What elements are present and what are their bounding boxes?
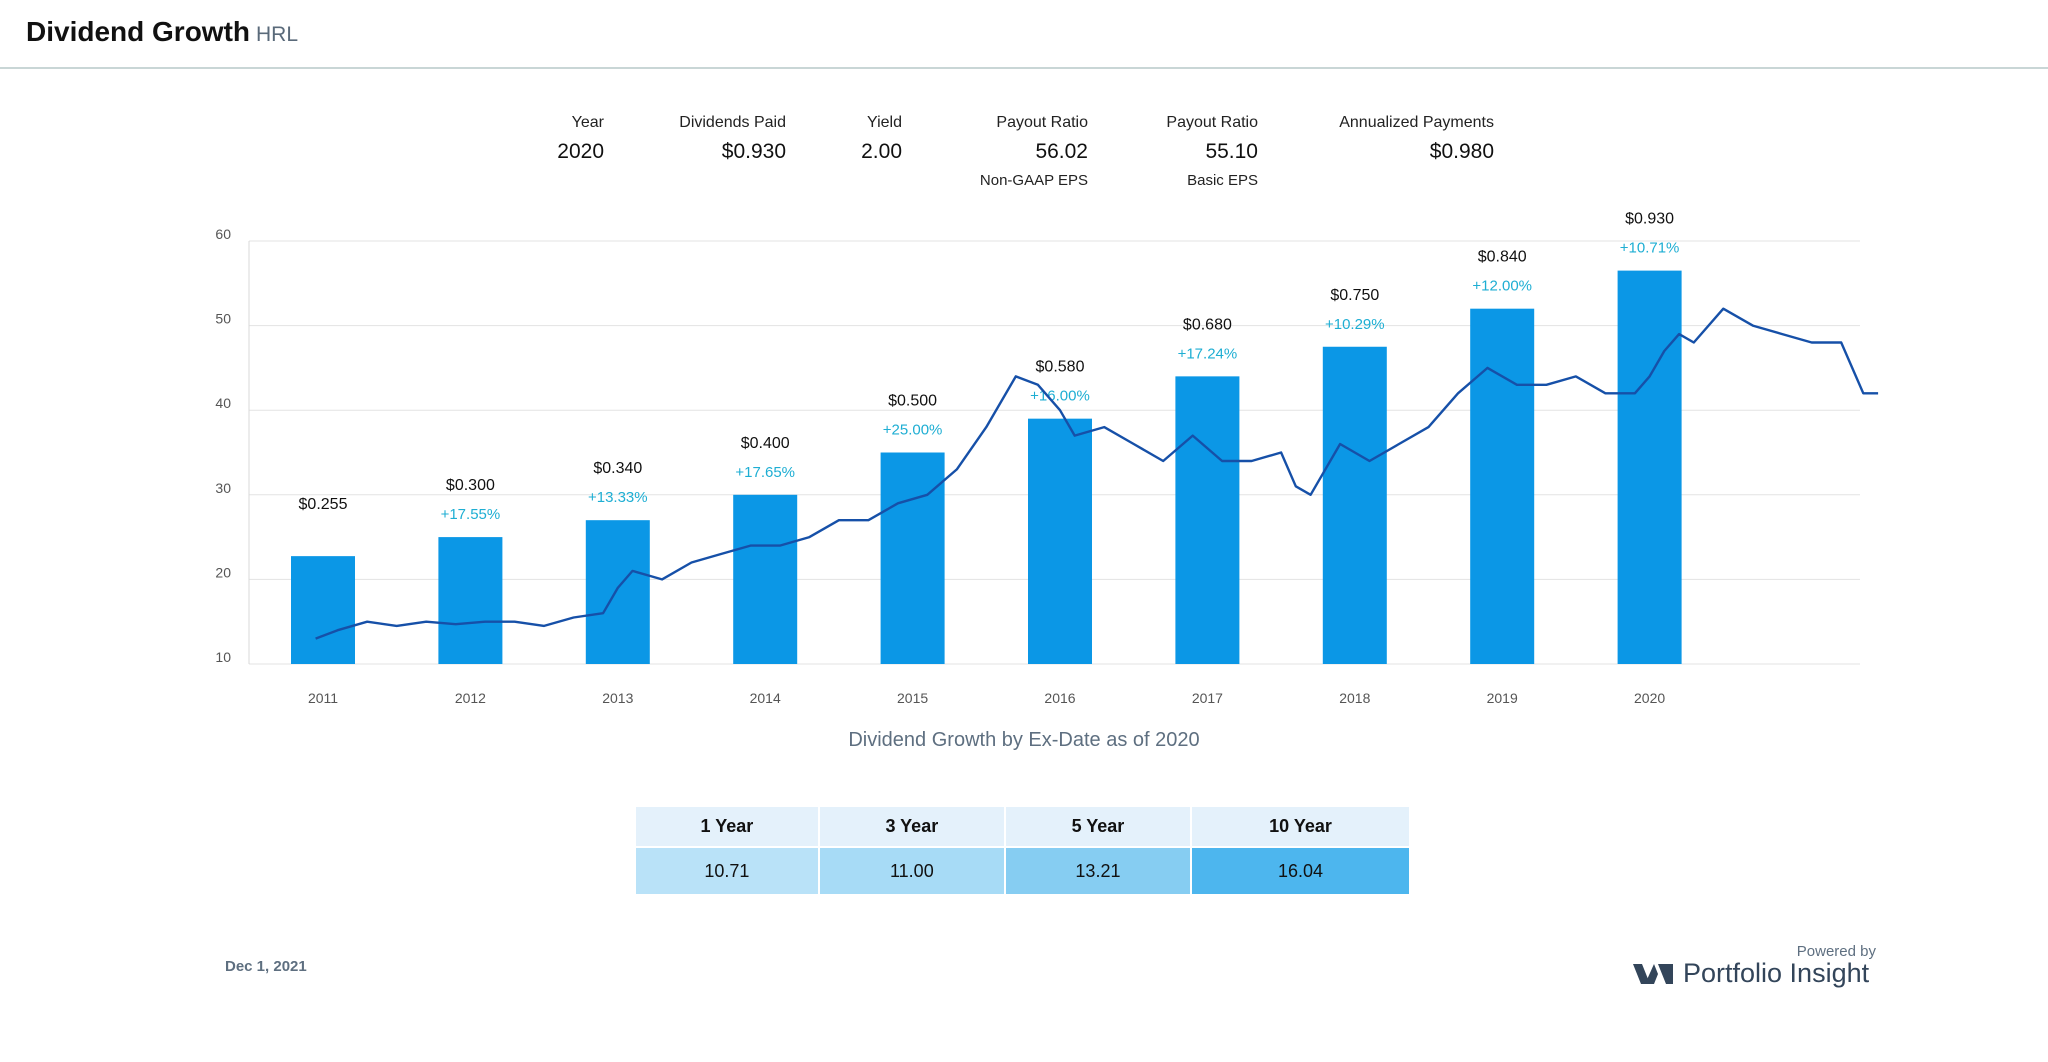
page-header: Dividend Growth HRL: [0, 0, 2048, 69]
growth-value-10y: 16.04: [1191, 846, 1411, 894]
bar-value-label: $0.580: [1036, 359, 1085, 376]
growth-table-row: 10.71 11.00 13.21 16.04: [636, 846, 1411, 894]
stat-payout-nongaap: Payout Ratio 56.02 Non-GAAP EPS: [979, 114, 1088, 189]
dividend-bar: [1470, 308, 1535, 664]
x-tick-label: 2012: [455, 690, 486, 706]
x-tick-label: 2014: [750, 690, 781, 706]
as-of-date: Dec 1, 2021: [225, 958, 307, 975]
growth-header-1y: 1 Year: [636, 807, 820, 847]
bar-value-label: $0.340: [593, 460, 642, 477]
stock-price-line: [315, 307, 1879, 640]
brand-logo[interactable]: Portfolio Insight: [1633, 958, 1869, 989]
dividend-bar: [1028, 418, 1092, 664]
dividend-bar: [585, 520, 650, 664]
dividend-bar: [438, 537, 503, 664]
stat-payout-basic: Payout Ratio 55.10 Basic EPS: [1166, 114, 1258, 189]
stat-year: Year 2020: [557, 114, 604, 163]
dividend-bar: [1322, 346, 1387, 664]
bar-value-label: $0.255: [299, 496, 348, 513]
growth-value-1y: 10.71: [636, 846, 820, 894]
dividend-growth-chart: 60 50 40 30 20 10 $0.255 2011 $0.300 +17.55% 2012 $…: [215, 211, 1879, 706]
x-tick-label: 2020: [1634, 690, 1665, 706]
y-tick-label: 20: [215, 564, 231, 580]
bar-growth-label: +17.24%: [1178, 345, 1238, 362]
bar-value-label: $0.840: [1478, 249, 1527, 266]
bar-growth-label: +10.29%: [1325, 316, 1385, 333]
bar-value-label: $0.680: [1183, 316, 1232, 333]
growth-header-10y: 10 Year: [1191, 807, 1411, 847]
brand-name: Portfolio Insight: [1683, 958, 1870, 988]
y-tick-label: 50: [215, 311, 231, 327]
portfolio-insight-logo-icon: [1633, 963, 1673, 984]
stat-yield: Yield 2.00: [861, 114, 902, 163]
bar-growth-label: +25.00%: [883, 422, 943, 439]
stat-annualized-payments: Annualized Payments $0.980: [1339, 114, 1494, 163]
x-tick-label: 2018: [1339, 690, 1370, 706]
dividend-bar: [1617, 270, 1682, 664]
stat-dividends-paid: Dividends Paid $0.930: [679, 114, 786, 163]
y-tick-label: 10: [215, 649, 231, 665]
x-tick-label: 2019: [1487, 690, 1518, 706]
bar-value-label: $0.930: [1625, 211, 1674, 228]
y-tick-label: 30: [215, 480, 231, 496]
x-tick-label: 2013: [602, 690, 633, 706]
growth-header-3y: 3 Year: [818, 807, 1006, 847]
y-tick-label: 40: [215, 395, 231, 411]
growth-table: 1 Year 3 Year 5 Year 10 Year 10.71 11.00…: [636, 807, 1411, 894]
bar-value-label: $0.500: [888, 393, 937, 410]
bar-growth-label: +12.00%: [1472, 278, 1532, 295]
x-tick-label: 2016: [1044, 690, 1075, 706]
dividend-bar: [291, 556, 355, 664]
x-tick-label: 2015: [897, 690, 928, 706]
growth-value-5y: 13.21: [1004, 846, 1193, 894]
dividend-bar: [880, 452, 945, 664]
bar-growth-label: +17.55%: [441, 506, 501, 523]
bar-growth-label: +10.71%: [1620, 240, 1680, 257]
dividend-bar: [733, 494, 798, 664]
bar-growth-label: +16.00%: [1030, 388, 1090, 405]
dividend-bar: [1175, 376, 1240, 664]
bar-growth-label: +13.33%: [588, 489, 648, 506]
growth-header-5y: 5 Year: [1004, 807, 1193, 847]
bar-value-label: $0.400: [741, 435, 790, 452]
chart-caption: Dividend Growth by Ex-Date as of 2020: [848, 729, 1200, 751]
bar-value-label: $0.300: [446, 477, 495, 494]
bar-value-label: $0.750: [1330, 287, 1379, 304]
x-tick-label: 2011: [308, 690, 338, 706]
growth-table-header-row: 1 Year 3 Year 5 Year 10 Year: [636, 807, 1411, 847]
ticker-symbol: HRL: [256, 23, 299, 46]
x-tick-label: 2017: [1192, 690, 1223, 706]
page-title: Dividend Growth HRL: [26, 16, 299, 47]
powered-by-label: Powered by: [1796, 943, 1876, 960]
bar-growth-label: +17.65%: [735, 464, 795, 481]
growth-value-3y: 11.00: [818, 846, 1006, 894]
y-tick-label: 60: [215, 226, 231, 242]
